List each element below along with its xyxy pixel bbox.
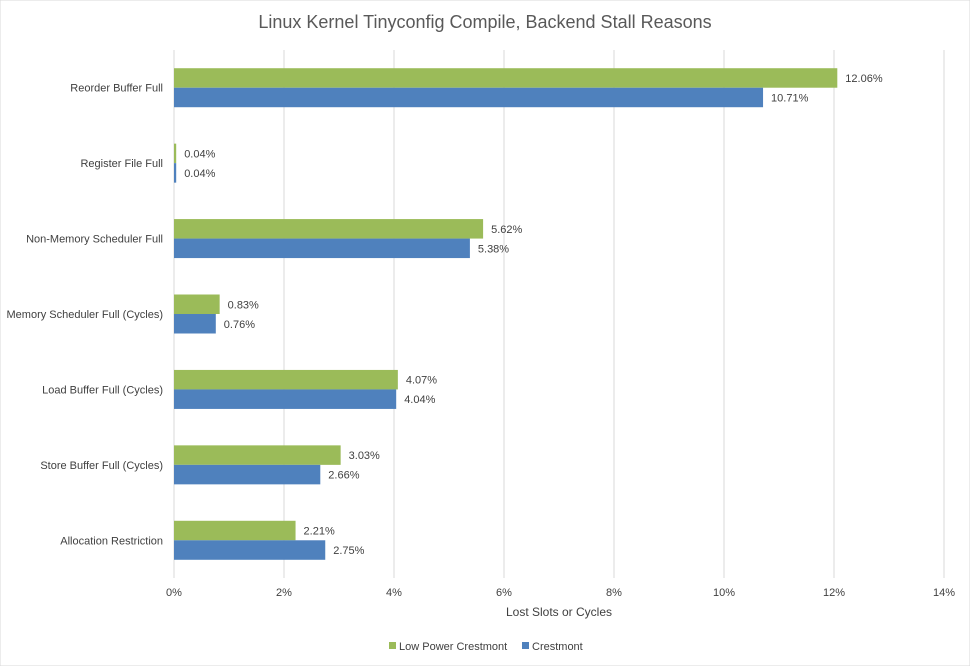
- data-label: 4.04%: [404, 394, 435, 406]
- x-tick-label: 14%: [933, 587, 955, 599]
- legend-swatch: [389, 642, 396, 649]
- category-label: Load Buffer Full (Cycles): [42, 384, 163, 396]
- bars: [174, 68, 838, 560]
- data-label: 5.38%: [478, 243, 509, 255]
- data-label: 0.04%: [184, 168, 215, 180]
- category-label: Reorder Buffer Full: [70, 83, 163, 95]
- x-tick-label: 12%: [823, 587, 845, 599]
- x-tick-label: 6%: [496, 587, 512, 599]
- category-label: Allocation Restriction: [60, 535, 163, 547]
- category-label: Register File Full: [80, 158, 163, 170]
- bar: [174, 294, 220, 314]
- data-label: 5.62%: [491, 224, 522, 236]
- bar: [174, 464, 321, 485]
- x-tick-label: 8%: [606, 587, 622, 599]
- legend-label: Crestmont: [532, 641, 583, 653]
- category-label: Memory Scheduler Full (Cycles): [7, 309, 163, 321]
- data-label: 0.04%: [184, 148, 215, 160]
- data-labels: 12.06% 10.71% 0.04% 0.04% 5.62% 5.38% 0.83% 0.7…: [184, 73, 883, 557]
- bar: [174, 163, 177, 183]
- data-label: 0.76%: [224, 319, 255, 331]
- bar: [174, 314, 216, 334]
- bar: [174, 540, 326, 560]
- data-label: 2.21%: [304, 526, 335, 538]
- bar: [174, 389, 397, 409]
- grid-lines: [173, 50, 945, 578]
- category-labels: Reorder Buffer Full Register File Full Non…: [7, 83, 163, 548]
- legend-label: Low Power Crestmont: [399, 641, 507, 653]
- bar: [174, 445, 341, 465]
- x-axis-title: Lost Slots or Cycles: [506, 605, 612, 619]
- bar: [174, 87, 764, 108]
- data-label: 3.03%: [349, 450, 380, 462]
- bar: [174, 238, 470, 259]
- data-label: 0.83%: [228, 299, 259, 311]
- category-label: Store Buffer Full (Cycles): [40, 460, 163, 472]
- data-label: 10.71%: [771, 92, 809, 104]
- x-tick-labels: 0% 2% 4% 6% 8% 10% 12% 14%: [166, 587, 955, 599]
- chart-title: Linux Kernel Tinyconfig Compile, Backend…: [258, 12, 711, 32]
- bar: [174, 219, 484, 239]
- bar: [174, 520, 296, 541]
- x-tick-label: 10%: [713, 587, 735, 599]
- data-label: 4.07%: [406, 375, 437, 387]
- legend: Low Power Crestmont Crestmont: [389, 641, 583, 653]
- x-tick-label: 4%: [386, 587, 402, 599]
- category-label: Non-Memory Scheduler Full: [26, 234, 163, 246]
- x-tick-label: 2%: [276, 587, 292, 599]
- data-label: 2.66%: [328, 470, 359, 482]
- legend-swatch: [522, 642, 529, 649]
- data-label: 2.75%: [333, 545, 364, 557]
- bar: [174, 143, 177, 164]
- bar: [174, 369, 398, 390]
- bar: [174, 68, 838, 88]
- data-label: 12.06%: [845, 73, 883, 85]
- x-tick-label: 0%: [166, 587, 182, 599]
